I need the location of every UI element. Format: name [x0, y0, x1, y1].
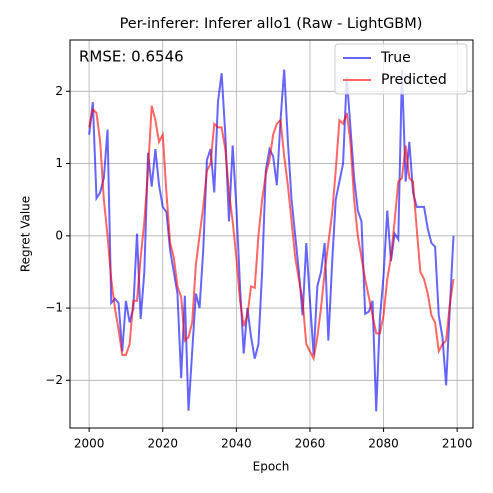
legend: True Predicted [334, 43, 468, 95]
x-tick-label: 2100 [442, 437, 473, 451]
x-tick-label: 2040 [221, 437, 252, 451]
annotation: RMSE: 0.6546 [79, 48, 184, 66]
legend-box [334, 43, 468, 95]
y-tick-label: 0 [55, 228, 63, 242]
axes-frame [69, 39, 474, 429]
y-axis-label: Regret Value [19, 196, 33, 272]
y-tick-label: 1 [55, 156, 63, 170]
legend-label: True [380, 50, 411, 66]
y-tick-label: 2 [55, 84, 63, 98]
x-axis-label: Epoch [253, 460, 290, 474]
data-line [88, 105, 455, 362]
x-tick-label: 2000 [74, 437, 105, 451]
x-tick-label: 2060 [295, 437, 326, 451]
x-tick-label: 2020 [147, 437, 178, 451]
y-tick-label: −2 [45, 373, 63, 387]
chart-title: Per-inferer: Inferer allo1 (Raw - LightG… [120, 16, 423, 32]
legend-label: Predicted [381, 72, 447, 88]
y-tick-label: −1 [45, 301, 63, 315]
x-tick-label: 2080 [368, 437, 399, 451]
